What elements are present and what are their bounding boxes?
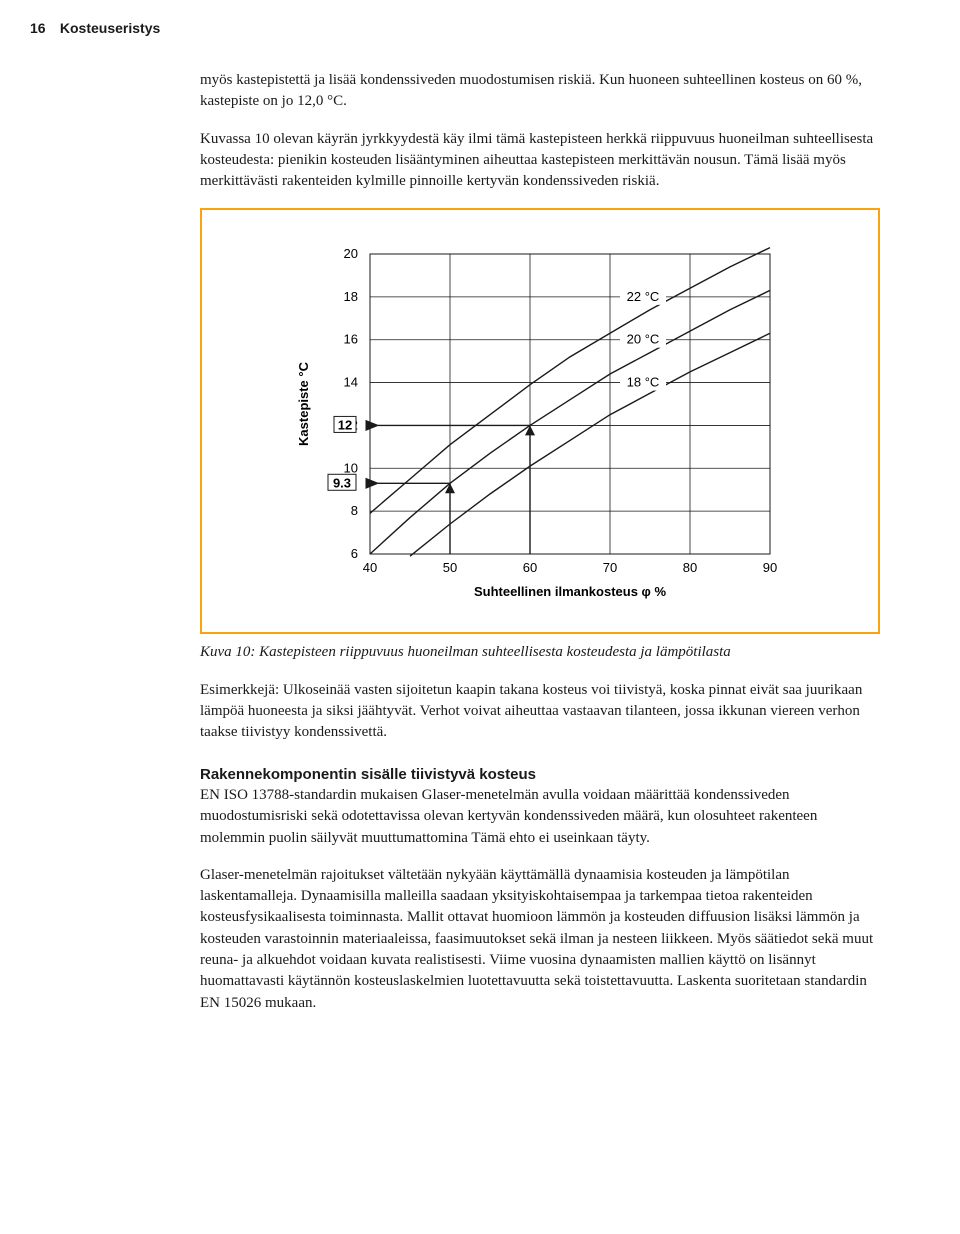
figure-caption: Kuva 10: Kastepisteen riippuvuus huoneil… xyxy=(200,642,880,663)
svg-text:18: 18 xyxy=(344,289,358,304)
page: 16 Kosteuseristys myös kastepistettä ja … xyxy=(0,0,960,1070)
page-header: 16 Kosteuseristys xyxy=(30,20,880,36)
paragraph: myös kastepistettä ja lisää kondenssived… xyxy=(200,70,880,113)
subheading: Rakennekomponentin sisälle tiivistyvä ko… xyxy=(200,764,880,785)
svg-text:70: 70 xyxy=(603,560,617,575)
page-number: 16 xyxy=(30,20,56,36)
svg-text:9.3: 9.3 xyxy=(333,476,351,491)
svg-text:20: 20 xyxy=(344,246,358,261)
svg-text:80: 80 xyxy=(683,560,697,575)
svg-text:50: 50 xyxy=(443,560,457,575)
paragraph: EN ISO 13788-standardin mukaisen Glaser-… xyxy=(200,787,817,846)
svg-text:Kastepiste °C: Kastepiste °C xyxy=(296,362,311,447)
dewpoint-chart: 40506070809068101214161820129.322 °C20 °… xyxy=(260,234,820,614)
figure-box: 40506070809068101214161820129.322 °C20 °… xyxy=(200,208,880,634)
header-section-title: Kosteuseristys xyxy=(60,20,160,36)
svg-text:14: 14 xyxy=(344,375,358,390)
svg-text:12: 12 xyxy=(338,418,352,433)
paragraph: Kuvassa 10 olevan käyrän jyrkkyydestä kä… xyxy=(200,129,880,193)
svg-text:60: 60 xyxy=(523,560,537,575)
svg-text:22 °C: 22 °C xyxy=(627,289,660,304)
svg-text:6: 6 xyxy=(351,546,358,561)
paragraph: Glaser-menetelmän rajoitukset vältetään … xyxy=(200,865,880,1014)
svg-text:Suhteellinen ilmankosteus φ %: Suhteellinen ilmankosteus φ % xyxy=(474,584,667,599)
svg-text:20 °C: 20 °C xyxy=(627,332,660,347)
svg-text:18 °C: 18 °C xyxy=(627,375,660,390)
paragraph: Esimerkkejä: Ulkoseinää vasten sijoitetu… xyxy=(200,680,880,744)
svg-text:8: 8 xyxy=(351,504,358,519)
svg-text:40: 40 xyxy=(363,560,377,575)
svg-text:16: 16 xyxy=(344,332,358,347)
svg-text:10: 10 xyxy=(344,461,358,476)
svg-text:90: 90 xyxy=(763,560,777,575)
content-column: myös kastepistettä ja lisää kondenssived… xyxy=(200,70,880,1014)
